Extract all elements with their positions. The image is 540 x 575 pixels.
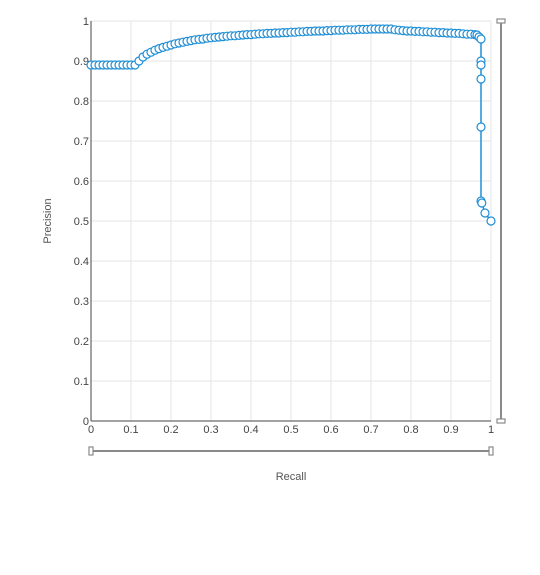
- y-tick-labels: 0 0.1 0.2 0.3 0.4 0.5 0.6 0.7 0.8 0.9 1: [74, 16, 89, 428]
- x-tick-label: 0: [88, 424, 94, 436]
- x-tick-label: 0.4: [243, 424, 258, 436]
- y-tick-label: 0.3: [74, 296, 89, 308]
- y-tick-label: 1: [83, 16, 89, 28]
- y-tick-label: 0.4: [74, 256, 89, 268]
- y-tick-label: 0.6: [74, 176, 89, 188]
- y-axis-title: Precision: [42, 198, 54, 243]
- x-range-slider-right-handle[interactable]: [488, 446, 494, 456]
- y-range-slider-bottom-handle[interactable]: [496, 418, 506, 424]
- x-tick-label: 0.1: [123, 424, 138, 436]
- x-range-slider-left-handle[interactable]: [88, 446, 94, 456]
- y-tick-label: 0: [83, 416, 89, 428]
- y-tick-label: 0.1: [74, 376, 89, 388]
- marker-layer: [86, 24, 496, 226]
- y-tick-label: 0.7: [74, 136, 89, 148]
- y-tick-label: 0.2: [74, 336, 89, 348]
- x-tick-label: 0.5: [283, 424, 298, 436]
- x-tick-label: 1: [488, 424, 494, 436]
- y-range-slider-top-handle[interactable]: [496, 18, 506, 24]
- x-tick-label: 0.9: [443, 424, 458, 436]
- y-tick-label: 0.8: [74, 96, 89, 108]
- x-tick-labels: 0 0.1 0.2 0.3 0.4 0.5 0.6 0.7 0.8 0.9 1: [88, 424, 494, 436]
- y-tick-label: 0.9: [74, 56, 89, 68]
- data-point: [486, 216, 496, 226]
- x-tick-label: 0.6: [323, 424, 338, 436]
- x-range-slider[interactable]: [88, 446, 494, 456]
- grid-layer: [91, 20, 492, 421]
- data-point: [480, 208, 490, 218]
- data-point: [476, 34, 486, 44]
- data-point: [477, 198, 487, 208]
- data-point: [476, 60, 486, 70]
- y-tick-label: 0.5: [74, 216, 89, 228]
- data-point: [476, 122, 486, 132]
- axis-layer: [90, 21, 491, 422]
- x-tick-label: 0.7: [363, 424, 378, 436]
- x-axis-title: Recall: [276, 471, 307, 483]
- x-tick-label: 0.3: [203, 424, 218, 436]
- x-tick-label: 0.8: [403, 424, 418, 436]
- x-tick-label: 0.2: [163, 424, 178, 436]
- data-point: [476, 74, 486, 84]
- series-layer: [86, 24, 496, 226]
- y-range-slider[interactable]: [496, 18, 506, 424]
